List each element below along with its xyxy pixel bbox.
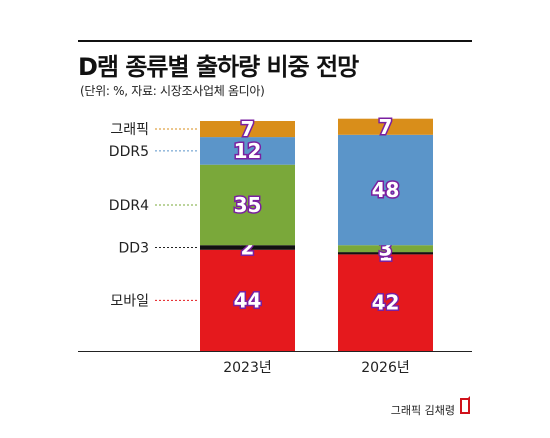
x-tick-label-0: 2023년 bbox=[223, 360, 272, 376]
bar-segment-dd3-0 bbox=[200, 245, 295, 250]
top-rule bbox=[78, 40, 472, 42]
data-label-ddr5-0: 12 bbox=[234, 139, 262, 163]
bar-segment-mobile-0 bbox=[200, 249, 295, 351]
bar-segment-ddr5-0 bbox=[200, 137, 295, 165]
chart-title: D램 종류별 출하량 비중 전망 bbox=[78, 53, 359, 81]
bar-segment-ddr4-1 bbox=[338, 245, 433, 253]
bar-segment-graphics-1 bbox=[338, 118, 433, 135]
data-label-mobile-0: 44 bbox=[234, 288, 262, 312]
legend-label-mobile: 모바일 bbox=[110, 293, 149, 309]
bar-segment-ddr5-1 bbox=[338, 134, 433, 246]
data-label-ddr4-0: 35 bbox=[234, 193, 262, 217]
x-tick-label-1: 2026년 bbox=[361, 360, 410, 376]
publisher-logo-icon bbox=[460, 396, 470, 414]
bar-segment-ddr4-0 bbox=[200, 164, 295, 246]
legend-label-dd3: DD3 bbox=[119, 241, 149, 257]
legend-label-ddr4: DDR4 bbox=[109, 198, 149, 214]
data-label-graphics-1: 7 bbox=[379, 115, 393, 139]
chart-subtitle: (단위: %, 자료: 시장조사업체 옴디아) bbox=[80, 84, 265, 98]
bar-segment-graphics-0 bbox=[200, 121, 295, 138]
graphic-credit: 그래픽 김채령 bbox=[390, 404, 455, 417]
bar-segment-dd3-1 bbox=[338, 252, 433, 255]
legend-label-ddr5: DDR5 bbox=[109, 144, 149, 160]
data-label-graphics-0: 7 bbox=[241, 117, 255, 141]
bar-segment-mobile-1 bbox=[338, 254, 433, 351]
legend-label-graphics: 그래픽 bbox=[110, 122, 149, 138]
data-label-ddr5-1: 48 bbox=[372, 178, 400, 202]
data-label-mobile-1: 42 bbox=[372, 291, 400, 315]
